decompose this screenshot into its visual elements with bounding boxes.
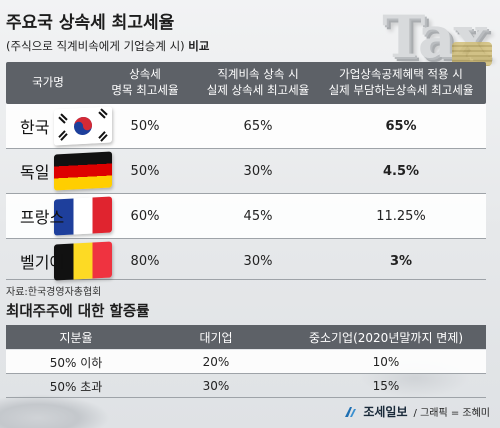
sme-value: 15% <box>372 379 400 393</box>
row-divider <box>6 148 486 149</box>
coin-decoration-left <box>0 394 110 428</box>
header-large-company: 대기업 <box>199 330 233 345</box>
table-row-france: 프랑스 60% 45% 11.25% <box>6 194 486 238</box>
header-direct-rate: 직계비속 상속 시 실제 상속세 최고세율 <box>206 67 310 97</box>
header-relief-rate: 가업상속공제혜택 적용 시 실제 부담하는상속세 최고세율 <box>328 67 474 97</box>
source-note: 자료:한국경영자총협회 <box>6 287 102 298</box>
nominal-rate: 50% <box>130 163 160 179</box>
table2-row: 50% 이하 20% 10% <box>6 350 486 374</box>
table1-header: 국가명 상속세 명목 최고세율 직계비속 상속 시 실제 상속세 최고세율 가업… <box>6 62 486 104</box>
germany-flag-icon <box>54 151 112 191</box>
table-bottom-divider <box>6 279 486 280</box>
table-row-belgium: 벨기에 80% 30% 3% <box>6 239 486 283</box>
nominal-rate: 80% <box>130 253 160 269</box>
subtitle-text: (주식으로 직계비속에게 기업승계 시) <box>6 39 189 53</box>
brand-name: 조세일보 <box>363 405 408 419</box>
large-company-value: 20% <box>202 355 230 369</box>
country-cell: 독일 <box>6 149 112 193</box>
country-name: 독일 <box>20 163 50 182</box>
subtitle-bold: 비교 <box>188 39 210 53</box>
nominal-rate: 50% <box>130 118 160 134</box>
header-country: 국가명 <box>32 75 64 90</box>
brand-logo-icon <box>343 405 357 419</box>
direct-rate: 45% <box>243 208 273 224</box>
row-divider <box>6 193 486 194</box>
relief-rate: 11.25% <box>376 208 426 224</box>
direct-rate: 30% <box>243 253 273 269</box>
direct-rate: 30% <box>243 163 273 179</box>
large-company-value: 30% <box>202 379 230 393</box>
page-subtitle: (주식으로 직계비속에게 기업승계 시) 비교 <box>6 38 209 54</box>
header-share: 지분율 <box>59 330 93 345</box>
header-sme: 중소기업(2020년말까지 면제) <box>308 330 464 345</box>
country-name: 한국 <box>20 118 50 137</box>
relief-rate: 65% <box>385 118 417 134</box>
nominal-rate: 60% <box>130 208 160 224</box>
page-title: 주요국 상속세 최고세율 <box>6 13 175 33</box>
header-nominal-rate: 상속세 명목 최고세율 <box>111 67 179 97</box>
table2-bottom-divider <box>6 397 486 398</box>
row-divider <box>6 373 486 374</box>
country-cell: 벨기에 <box>6 239 112 283</box>
share-value: 50% 이하 <box>49 355 103 370</box>
sme-value: 10% <box>372 355 400 369</box>
country-cell: 한국 <box>6 104 112 148</box>
table-row-germany: 독일 50% 30% 4.5% <box>6 149 486 193</box>
footer-credit: 조세일보 / 그래픽 = 조혜미 <box>343 403 490 420</box>
relief-rate: 4.5% <box>382 163 420 179</box>
section-title-surcharge: 최대주주에 대한 할증률 <box>6 304 150 320</box>
country-cell: 프랑스 <box>6 194 112 238</box>
table2-row: 50% 초과 30% 15% <box>6 374 486 398</box>
table2-header: 지분율 대기업 중소기업(2020년말까지 면제) <box>6 325 486 349</box>
korea-flag-icon <box>54 106 112 146</box>
relief-rate: 3% <box>389 253 413 269</box>
graphic-credit: / 그래픽 = 조혜미 <box>413 408 490 419</box>
table-row-korea: 한국 50% 65% 65% <box>6 104 486 148</box>
share-value: 50% 초과 <box>49 379 103 394</box>
country-name: 벨기에 <box>20 253 65 272</box>
direct-rate: 65% <box>243 118 273 134</box>
country-name: 프랑스 <box>20 208 65 227</box>
row-divider <box>6 238 486 239</box>
